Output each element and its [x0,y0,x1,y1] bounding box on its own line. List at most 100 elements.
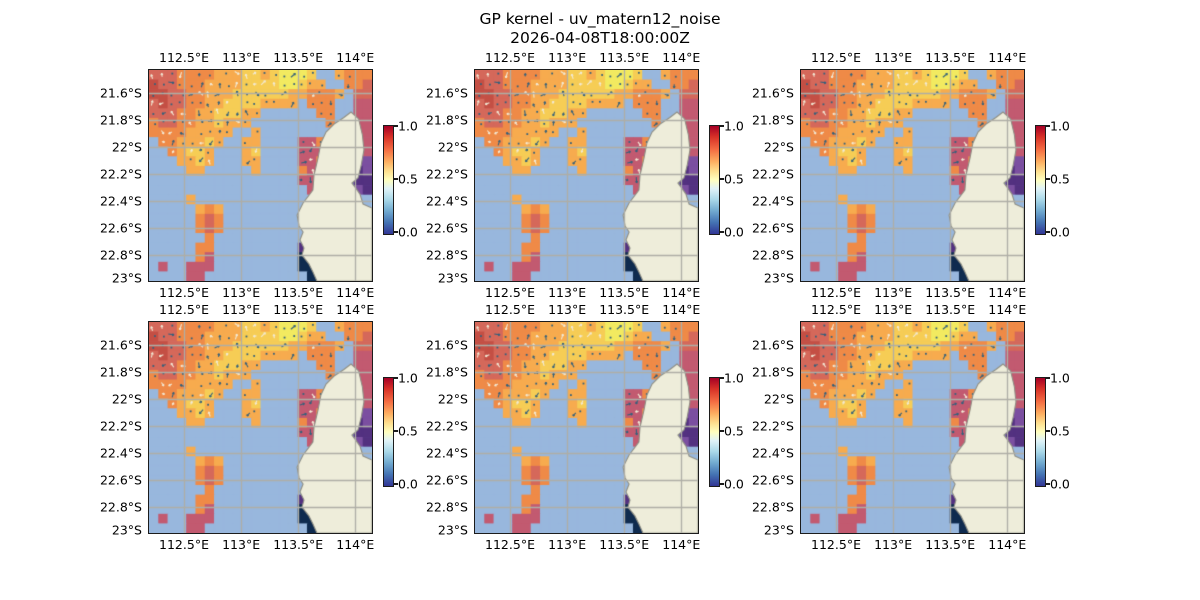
y-tick-label: 23°S [763,522,794,538]
colorbar [709,377,720,487]
colorbar-tick-mark [1045,483,1050,485]
x-tick-label-bottom: 113°E [222,285,261,300]
colorbar-tick-label: 0.0 [1050,224,1070,240]
y-tick-label: 22.2°S [425,166,468,182]
colorbar-tick-mark [1045,125,1050,127]
colorbar [709,125,720,235]
colorbar [1035,377,1046,487]
x-tick-label-top: 114°E [988,302,1027,317]
x-tick-label-top: 112.5°E [485,50,535,65]
y-tick-label: 23°S [763,270,794,286]
figure-subtitle: 2026-04-08T18:00:00Z [510,29,690,47]
x-tick-label-top: 113°E [222,50,261,65]
colorbar-tick-label: 1.0 [724,118,744,134]
x-tick-label-top: 113.5°E [925,50,976,65]
x-tick-label-bottom: 113.5°E [273,537,324,552]
y-tick-label: 21.6°S [99,85,142,101]
y-tick-label: 22°S [763,139,794,155]
colorbar-tick-mark [393,483,398,485]
x-tick-label-bottom: 113°E [548,285,587,300]
x-tick-label-bottom: 112.5°E [485,537,535,552]
x-tick-label-bottom: 112.5°E [159,285,209,300]
y-tick-label: 22.8°S [425,499,468,515]
x-tick-label-bottom: 113°E [222,537,261,552]
x-tick-label-bottom: 114°E [988,537,1027,552]
colorbar [383,125,394,235]
y-tick-label: 22.2°S [99,418,142,434]
map-panel-r1c2: 112.5°E 113°E 113.5°E 114°E 112.5°E 113°E 113.… [426,50,744,300]
x-tick-label-top: 112.5°E [811,302,861,317]
x-tick-label-top: 113°E [548,50,587,65]
colorbar-tick-mark [719,178,724,180]
y-tick-label: 22.8°S [751,499,794,515]
colorbar [383,377,394,487]
x-tick-label-top: 112.5°E [159,50,209,65]
map-panel-r2c2: 112.5°E 113°E 113.5°E 114°E 112.5°E 113°E 113.… [426,302,744,552]
y-tick-label: 21.6°S [425,85,468,101]
colorbar-tick-mark [719,125,724,127]
x-tick-label-bottom: 112.5°E [811,537,861,552]
map-canvas [148,69,373,282]
colorbar-tick-label: 0.5 [1050,423,1070,439]
y-tick-label: 22.4°S [425,445,468,461]
y-tick-label: 21.6°S [425,337,468,353]
map-canvas [148,321,373,534]
colorbar-tick-label: 0.5 [724,423,744,439]
x-tick-label-bottom: 113.5°E [599,537,650,552]
x-tick-label-top: 114°E [988,50,1027,65]
x-tick-label-bottom: 112.5°E [159,537,209,552]
figure-title: GP kernel - uv_matern12_noise [479,10,721,28]
colorbar-tick-label: 1.0 [398,118,418,134]
colorbar-tick-label: 0.5 [724,171,744,187]
y-tick-label: 22.2°S [751,418,794,434]
x-tick-label-bottom: 114°E [662,285,701,300]
y-tick-label: 23°S [111,522,142,538]
colorbar-tick-mark [1045,178,1050,180]
y-tick-label: 22°S [437,139,468,155]
colorbar-tick-mark [1045,430,1050,432]
map-panel-r1c1: 112.5°E 113°E 113.5°E 114°E 112.5°E 113°E 113.… [100,50,418,300]
colorbar-tick-label: 0.0 [724,476,744,492]
y-tick-label: 22°S [111,391,142,407]
y-tick-label: 21.6°S [751,85,794,101]
x-tick-label-top: 114°E [662,50,701,65]
colorbar-tick-label: 1.0 [1050,370,1070,386]
y-tick-label: 23°S [111,270,142,286]
y-tick-label: 23°S [437,522,468,538]
x-tick-label-bottom: 113.5°E [599,285,650,300]
x-tick-label-bottom: 113.5°E [925,285,976,300]
y-tick-label: 21.6°S [99,337,142,353]
colorbar-tick-mark [1045,231,1050,233]
colorbar-tick-mark [393,377,398,379]
colorbar-tick-label: 1.0 [1050,118,1070,134]
x-tick-label-bottom: 112.5°E [811,285,861,300]
y-tick-label: 22.6°S [99,220,142,236]
y-tick-label: 22.6°S [425,472,468,488]
colorbar-tick-mark [393,430,398,432]
y-tick-label: 22.6°S [751,472,794,488]
x-tick-label-bottom: 114°E [988,285,1027,300]
x-tick-label-top: 113.5°E [599,50,650,65]
map-canvas [474,321,699,534]
x-tick-label-top: 112.5°E [159,302,209,317]
map-canvas [800,69,1025,282]
colorbar-tick-label: 0.0 [398,476,418,492]
map-canvas [474,69,699,282]
x-tick-label-top: 114°E [336,302,375,317]
y-tick-label: 22.2°S [99,166,142,182]
colorbar-tick-label: 0.0 [1050,476,1070,492]
y-tick-label: 21.8°S [751,364,794,380]
y-tick-label: 22.8°S [99,247,142,263]
colorbar-tick-label: 1.0 [724,370,744,386]
map-canvas [800,321,1025,534]
colorbar-tick-mark [719,483,724,485]
y-tick-label: 22°S [437,391,468,407]
x-tick-label-top: 114°E [662,302,701,317]
map-panel-r1c3: 112.5°E 113°E 113.5°E 114°E 112.5°E 113°E 113.… [752,50,1070,300]
y-tick-label: 22°S [111,139,142,155]
x-tick-label-bottom: 114°E [336,285,375,300]
y-tick-label: 22.6°S [751,220,794,236]
x-tick-label-top: 113°E [222,302,261,317]
x-tick-label-bottom: 113°E [874,285,913,300]
